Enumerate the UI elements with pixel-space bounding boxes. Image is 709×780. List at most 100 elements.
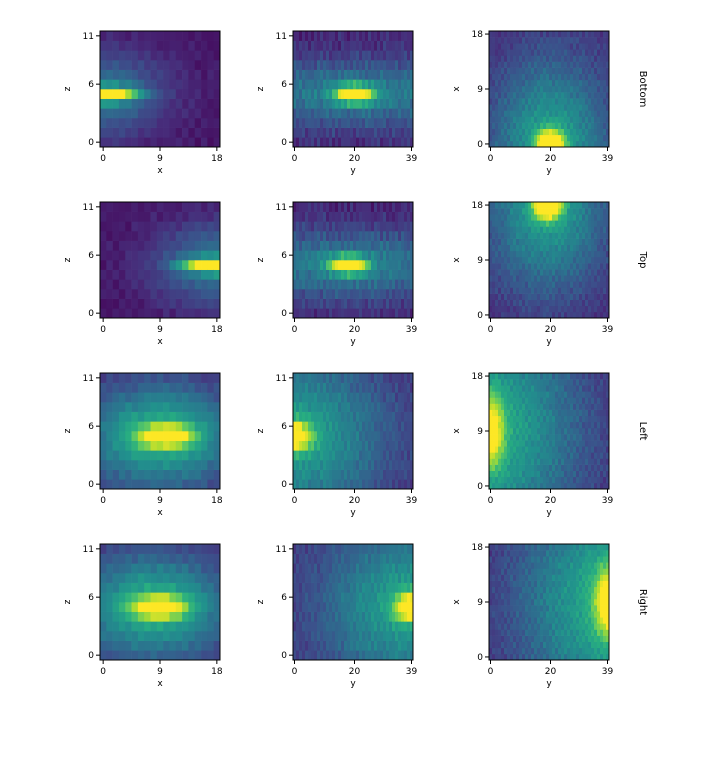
heatmap-cell	[356, 460, 360, 470]
heatmap-cell	[600, 409, 604, 417]
heatmap-cell	[302, 298, 306, 309]
heatmap-cell	[377, 89, 381, 99]
heatmap-cell	[561, 244, 565, 252]
heatmap-cell	[495, 373, 499, 380]
heatmap-cell	[600, 476, 604, 484]
heatmap-cell	[326, 373, 330, 383]
heatmap-cell	[561, 403, 565, 410]
heatmap-cell	[362, 89, 366, 99]
heatmap-cell	[201, 450, 208, 461]
heatmap-cell	[326, 40, 330, 51]
heatmap-cell	[600, 140, 604, 148]
heatmap-cell	[504, 220, 508, 227]
heatmap-cell	[194, 240, 202, 251]
heatmap-cell	[537, 373, 541, 380]
heatmap-cell	[338, 563, 342, 574]
heatmap-cell	[594, 244, 598, 252]
heatmap-cell	[182, 298, 189, 309]
heatmap-cell	[543, 31, 547, 38]
heatmap-cell	[131, 79, 139, 90]
heatmap-cell	[335, 611, 339, 622]
heatmap-cell	[588, 464, 592, 471]
heatmap-cell	[302, 231, 306, 241]
heatmap-cell	[552, 238, 556, 246]
heatmap-cell	[188, 392, 196, 403]
heatmap-cell	[213, 298, 221, 309]
heatmap-cell	[579, 67, 583, 75]
heatmap-cell	[320, 479, 324, 490]
heatmap-cell	[359, 450, 363, 461]
heatmap-cell	[597, 397, 601, 404]
heatmap-cell	[576, 373, 580, 380]
heatmap-cell	[543, 250, 547, 258]
heatmap-cell	[507, 476, 511, 484]
heatmap-cell	[137, 602, 145, 612]
heatmap-cell	[100, 411, 107, 422]
heatmap-cell	[513, 421, 517, 429]
heatmap-cell	[125, 402, 132, 412]
heatmap-cell	[365, 421, 369, 432]
heatmap-cell	[125, 98, 132, 109]
heatmap-cell	[169, 602, 177, 612]
heatmap-cell	[567, 373, 571, 380]
heatmap-cell	[606, 373, 610, 380]
heatmap-cell	[537, 311, 541, 319]
heatmap-cell	[591, 244, 595, 252]
heatmap-cell	[585, 415, 589, 423]
heatmap-cell	[377, 79, 381, 90]
heatmap-cell	[392, 308, 396, 319]
heatmap-cell	[371, 411, 375, 422]
heatmap-cell	[573, 110, 577, 117]
heatmap-cell	[389, 373, 393, 383]
heatmap-cell	[163, 89, 170, 99]
heatmap-cell	[576, 98, 580, 105]
heatmap-cell	[561, 140, 565, 148]
heatmap-cell	[567, 305, 571, 313]
heatmap-cell	[507, 287, 511, 294]
heatmap-cell	[347, 308, 351, 319]
heatmap-cell	[201, 240, 208, 251]
heatmap-cell	[510, 446, 514, 453]
heatmap-cell	[407, 118, 411, 128]
heatmap-cell	[386, 221, 390, 232]
heatmap-cell	[528, 385, 532, 392]
heatmap-cell	[570, 409, 574, 417]
heatmap-cell	[534, 391, 538, 398]
heatmap-cell	[323, 60, 327, 70]
heatmap-cell	[374, 469, 378, 480]
heatmap-cell	[125, 602, 132, 612]
heatmap-cell	[603, 427, 607, 435]
heatmap-cell	[398, 269, 402, 280]
heatmap-cell	[404, 279, 408, 290]
heatmap-cell	[407, 411, 411, 422]
heatmap-cell	[392, 392, 396, 403]
heatmap-cell	[112, 240, 120, 251]
heatmap-cell	[305, 479, 309, 490]
heatmap-cell	[329, 31, 333, 41]
heatmap-cell	[600, 49, 604, 56]
heatmap-cell	[555, 391, 559, 398]
heatmap-cell	[582, 61, 586, 68]
heatmap-cell	[137, 544, 145, 554]
heatmap-cell	[588, 397, 592, 404]
heatmap-cell	[169, 582, 177, 593]
heatmap-cell	[386, 469, 390, 480]
heatmap-cell	[501, 452, 505, 459]
heatmap-cell	[338, 108, 342, 119]
heatmap-cell	[314, 650, 318, 661]
heatmap-cell	[293, 440, 297, 451]
heatmap-cell	[597, 134, 601, 142]
heatmap-cell	[540, 214, 544, 221]
heatmap-cell	[302, 40, 306, 51]
heatmap-cell	[606, 385, 610, 392]
heatmap-cell	[519, 122, 523, 129]
heatmap-cell	[504, 482, 508, 490]
heatmap-cell	[100, 221, 107, 232]
heatmap-cell	[519, 202, 523, 209]
heatmap-cell	[570, 476, 574, 484]
heatmap-cell	[606, 476, 610, 484]
heatmap-cell	[188, 621, 196, 632]
heatmap-cell	[398, 98, 402, 109]
heatmap-cell	[118, 40, 126, 51]
heatmap-cell	[314, 231, 318, 241]
